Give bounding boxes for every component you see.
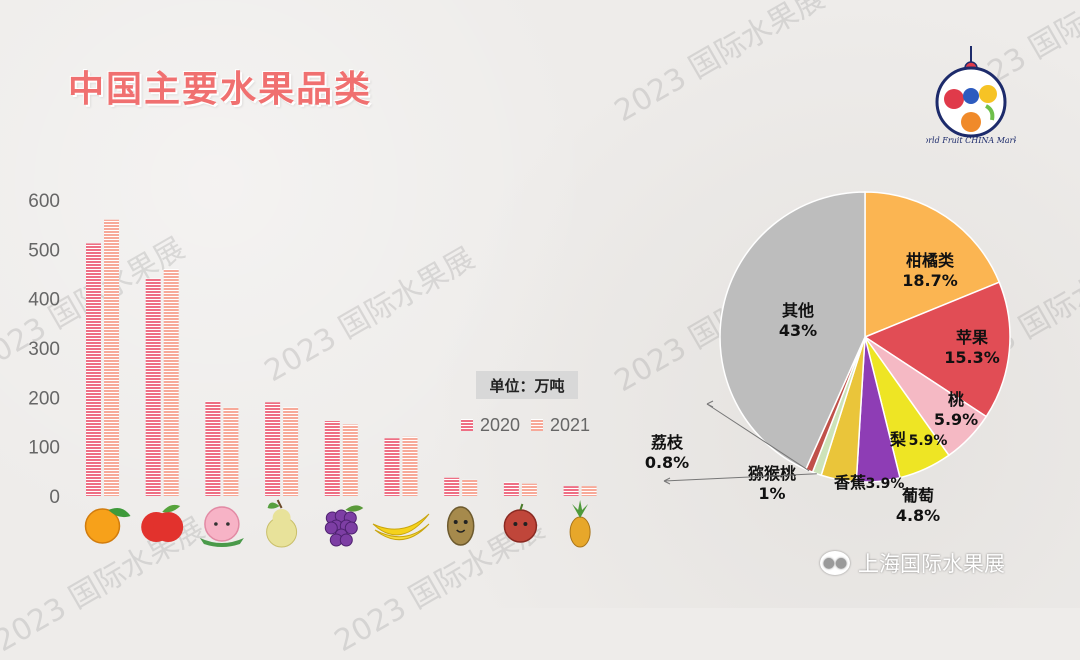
pie-label-name: 荔枝 bbox=[650, 433, 684, 452]
bar-2021-8 bbox=[581, 486, 597, 496]
bar-2020-0 bbox=[86, 243, 101, 496]
kiwi-icon bbox=[446, 506, 475, 546]
bar-2020-4 bbox=[324, 421, 340, 496]
pie-label-value: 0.8% bbox=[645, 453, 689, 472]
legend-label-2020: 2020 bbox=[480, 415, 520, 435]
wechat-icon: ●● bbox=[820, 551, 850, 575]
orange-icon bbox=[84, 508, 131, 544]
bar-2021-5 bbox=[402, 436, 418, 496]
y-tick-label: 500 bbox=[28, 240, 60, 261]
y-tick-label: 0 bbox=[49, 487, 60, 508]
pie-label-name: 梨 bbox=[889, 430, 907, 449]
bar-2020-5 bbox=[384, 438, 400, 496]
pie-label-value: 18.7% bbox=[902, 271, 958, 290]
pie-label-5: 香蕉 3.9% bbox=[833, 473, 904, 492]
bar-2021-1 bbox=[163, 269, 179, 496]
pie-label-value: 15.3% bbox=[944, 348, 1000, 367]
footer-text: 上海国际水果展 bbox=[858, 552, 1005, 576]
pie-label-value: 5.9% bbox=[934, 410, 978, 429]
legend-swatch-2020 bbox=[461, 419, 473, 431]
legend-swatch-2021 bbox=[531, 419, 543, 431]
bar-2021-7 bbox=[521, 483, 537, 496]
bar-2021-2 bbox=[223, 407, 239, 496]
pie-slice-8 bbox=[719, 191, 866, 471]
peach-icon bbox=[199, 506, 244, 547]
leader-arrow-6 bbox=[663, 477, 671, 485]
pie-label-name: 其他 bbox=[782, 301, 814, 320]
leader-arrow-7 bbox=[706, 400, 714, 408]
bar-2020-7 bbox=[503, 482, 519, 496]
lychee-icon bbox=[503, 503, 538, 543]
banana-icon bbox=[372, 513, 430, 541]
pie-label-name: 柑橘类 bbox=[906, 251, 955, 270]
y-tick-label: 200 bbox=[28, 388, 60, 409]
leader-line-6 bbox=[663, 473, 817, 482]
bar-2021-4 bbox=[342, 424, 358, 496]
unit-label: 单位：万吨 bbox=[476, 371, 578, 399]
y-tick-label: 100 bbox=[28, 438, 60, 459]
apple-icon bbox=[141, 504, 184, 542]
y-tick-label: 400 bbox=[28, 290, 60, 311]
bar-2020-3 bbox=[265, 402, 281, 496]
grape-icon bbox=[324, 505, 364, 547]
pie-label-3: 梨 5.9% bbox=[889, 430, 947, 449]
footer-brand: ●● 上海国际水果展 bbox=[820, 548, 1005, 578]
pie-slice-0 bbox=[864, 191, 1001, 339]
pie-label-name: 桃 bbox=[948, 390, 964, 409]
chart-canvas: 0 100 200 300 400 500 600 单位：万吨 2020 2021 柑橘类18.7%… bbox=[28, 191, 1011, 548]
pie-slice-1 bbox=[863, 281, 1011, 418]
pie-label-value: 1% bbox=[758, 484, 785, 503]
bar-2020-1 bbox=[145, 278, 161, 496]
pear-icon bbox=[266, 499, 298, 548]
world-fruit-logo: World Fruit CHINA Market bbox=[926, 46, 1016, 144]
pie-label-value: 4.8% bbox=[896, 506, 940, 525]
leader-line-7 bbox=[706, 403, 810, 472]
bar-2020-6 bbox=[444, 477, 460, 496]
pie-label-2: 桃5.9% bbox=[934, 390, 978, 429]
y-tick-label: 300 bbox=[28, 339, 60, 360]
pie-label-4: 葡萄4.8% bbox=[896, 486, 940, 525]
pie-label-name: 苹果 bbox=[956, 328, 988, 347]
pie-label-value: 43% bbox=[779, 321, 817, 340]
bar-2021-6 bbox=[462, 479, 478, 496]
pie-label-name: 猕猴桃 bbox=[748, 464, 796, 483]
y-tick-label: 600 bbox=[28, 191, 60, 212]
bar-2020-8 bbox=[563, 486, 579, 496]
pie-label-value: 5.9% bbox=[909, 433, 948, 449]
page-title: 中国主要水果品类 bbox=[68, 69, 373, 110]
bar-2021-0 bbox=[104, 219, 119, 496]
pie-label-name: 香蕉 bbox=[833, 473, 866, 492]
bar-2021-3 bbox=[283, 407, 299, 496]
bar-2020-2 bbox=[205, 401, 221, 496]
pie-label-value: 3.9% bbox=[866, 476, 905, 492]
pie-label-name: 葡萄 bbox=[901, 486, 934, 505]
logo-caption: World Fruit CHINA Market bbox=[926, 136, 1016, 144]
legend-label-2021: 2021 bbox=[550, 415, 590, 435]
pie-label-7: 荔枝0.8% bbox=[645, 433, 689, 472]
unit-label-text: 单位：万吨 bbox=[489, 377, 564, 395]
pineapple-icon bbox=[569, 500, 591, 548]
